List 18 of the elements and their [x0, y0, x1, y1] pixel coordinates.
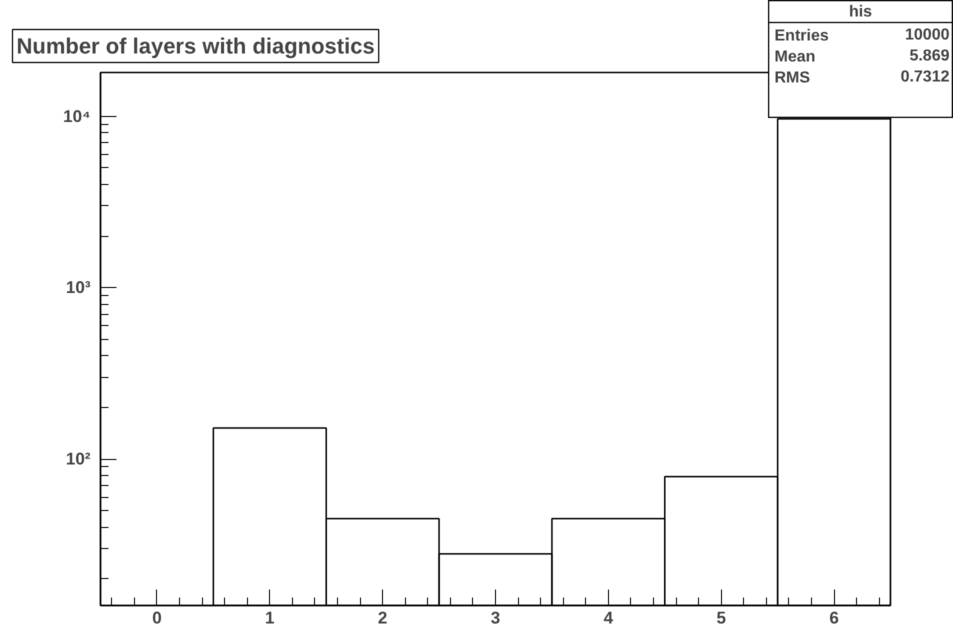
- y-tick-label: 10²: [66, 450, 91, 469]
- text: 10000: [905, 26, 950, 44]
- text: 5.869: [909, 48, 950, 64]
- x-tick-label: 0: [152, 608, 162, 628]
- x-tick-label: 3: [490, 608, 500, 628]
- y-tick-label: 10³: [66, 278, 91, 298]
- chart-title: Number of layers with diagnostics: [16, 34, 375, 58]
- x-tick-label: 6: [829, 608, 839, 628]
- x-tick-label: 2: [378, 608, 388, 628]
- text: 0.7312: [900, 68, 950, 86]
- y-tick-label: 10⁴: [63, 106, 91, 126]
- text: his: [848, 4, 872, 20]
- x-tick-label: 1: [265, 608, 275, 628]
- text: Mean: [774, 48, 816, 66]
- text: Entries: [774, 28, 829, 44]
- x-tick-label: 4: [604, 608, 614, 628]
- x-tick-label: 5: [716, 608, 726, 628]
- annotation: RMS: [774, 70, 810, 86]
